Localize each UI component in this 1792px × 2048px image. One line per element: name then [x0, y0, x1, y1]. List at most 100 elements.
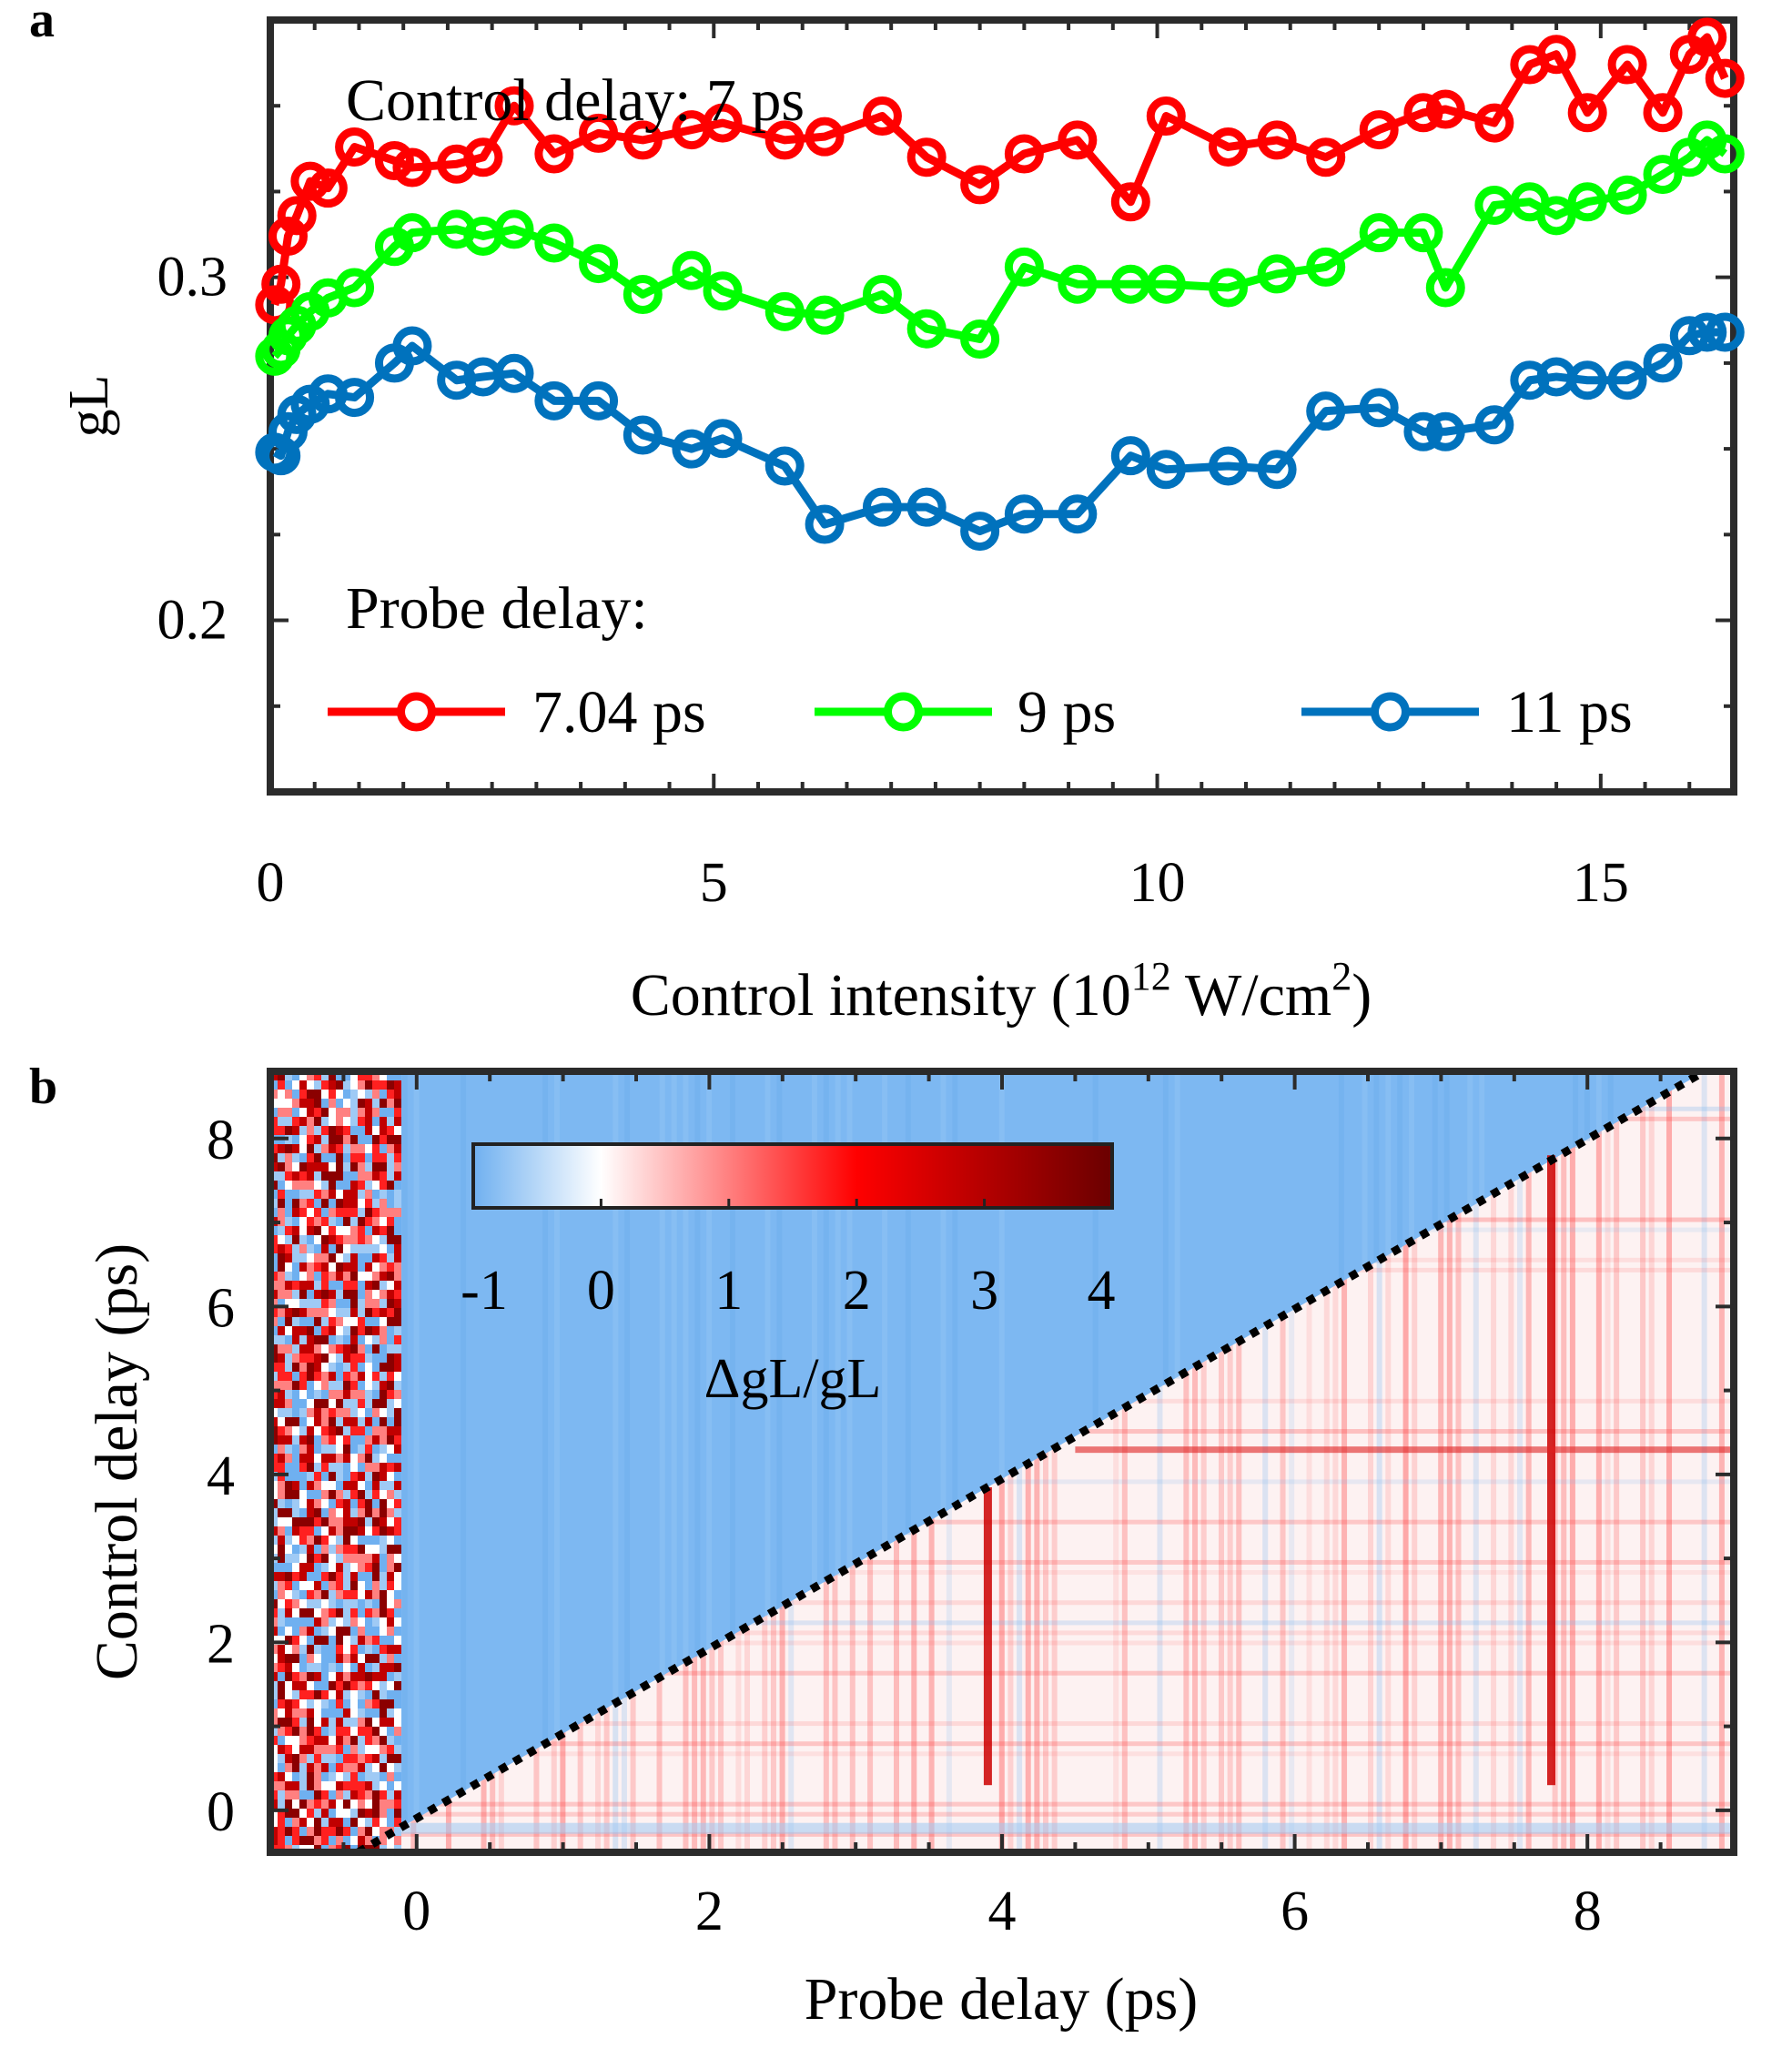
noise-cell: [372, 1754, 380, 1763]
data-point: [862, 275, 902, 315]
noise-cell: [285, 1690, 292, 1699]
noise-cell: [299, 1718, 307, 1727]
noise-cell: [314, 1144, 321, 1153]
noise-cell: [336, 1399, 343, 1408]
noise-cell: [336, 1772, 343, 1781]
noise-cell: [336, 1590, 343, 1599]
noise-cell: [329, 1809, 336, 1818]
noise-cell: [321, 1745, 329, 1754]
noise-cell: [343, 1171, 350, 1181]
data-point: [1705, 134, 1745, 174]
noise-cell: [394, 1135, 401, 1144]
noise-cell: [329, 1272, 336, 1281]
noise-cell: [387, 1517, 394, 1526]
noise-cell: [365, 1399, 372, 1408]
noise-cell: [365, 1690, 372, 1699]
data-point: [335, 378, 375, 418]
noise-cell: [394, 1599, 401, 1608]
noise-cell: [394, 1181, 401, 1190]
noise-cell: [350, 1417, 358, 1426]
noise-cell: [285, 1645, 292, 1654]
colorbar-tick-label: 4: [1088, 1260, 1116, 1322]
colorbar-tick-label: -1: [461, 1260, 508, 1322]
noise-cell: [387, 1563, 394, 1572]
heatmap-horizontal-streak-blue: [270, 1620, 1734, 1626]
x-axis-title-unit: (10: [1051, 962, 1131, 1029]
noise-cell: [299, 1499, 307, 1508]
noise-cell: [292, 1617, 299, 1627]
data-point: [1474, 186, 1514, 226]
noise-cell: [314, 1190, 321, 1199]
noise-cell: [365, 1754, 372, 1763]
noise-cell: [387, 1499, 394, 1508]
noise-cell: [314, 1090, 321, 1099]
noise-cell: [394, 1108, 401, 1117]
noise-cell: [372, 1281, 380, 1290]
noise-cell: [380, 1800, 387, 1809]
noise-cell: [343, 1335, 350, 1344]
noise-cell: [299, 1372, 307, 1381]
noise-cell: [321, 1299, 329, 1308]
noise-cell: [321, 1617, 329, 1627]
noise-cell: [321, 1126, 329, 1135]
noise-cell: [365, 1208, 372, 1217]
noise-cell: [307, 1499, 314, 1508]
data-point: [494, 86, 534, 126]
heatmap-vertical-streak: [1438, 1071, 1444, 1852]
noise-cell: [358, 1681, 365, 1690]
noise-cell: [387, 1153, 394, 1162]
noise-cell: [278, 1554, 285, 1563]
noise-cell: [329, 1299, 336, 1308]
noise-cell: [365, 1790, 372, 1800]
heatmap-upper-streak: [1092, 1071, 1098, 1426]
noise-cell: [292, 1790, 299, 1800]
noise-cell: [387, 1736, 394, 1745]
noise-cell: [292, 1126, 299, 1135]
noise-cell: [292, 1080, 299, 1090]
noise-cell: [372, 1208, 380, 1217]
noise-cell: [387, 1645, 394, 1654]
noise-cell: [292, 1071, 299, 1080]
noise-cell: [336, 1672, 343, 1681]
data-point: [1058, 264, 1098, 304]
noise-cell: [285, 1435, 292, 1445]
heatmap-vertical-streak: [1332, 1071, 1339, 1852]
noise-cell: [380, 1435, 387, 1445]
noise-cell: [292, 1290, 299, 1299]
noise-cell: [307, 1390, 314, 1399]
heatmap-upper-streak: [1573, 1071, 1579, 1148]
noise-cell: [329, 1090, 336, 1099]
noise-cell: [285, 1517, 292, 1526]
heatmap-upper-streak: [683, 1071, 689, 1664]
noise-cell: [314, 1363, 321, 1372]
noise-cell: [292, 1490, 299, 1499]
noise-cell: [314, 1499, 321, 1508]
data-point: [268, 216, 308, 256]
noise-cell: [299, 1763, 307, 1772]
noise-cell: [292, 1708, 299, 1718]
noise-cell: [299, 1445, 307, 1454]
noise-cell: [358, 1308, 365, 1317]
noise-cell: [358, 1545, 365, 1554]
noise-cell: [350, 1290, 358, 1299]
heatmap-upper-streak: [823, 1071, 829, 1583]
noise-cell: [336, 1244, 343, 1253]
noise-cell: [292, 1171, 299, 1181]
noise-cell: [365, 1581, 372, 1590]
noise-cell: [394, 1617, 401, 1627]
noise-cell: [372, 1262, 380, 1272]
noise-cell: [278, 1781, 285, 1790]
noise-cell: [307, 1772, 314, 1781]
noise-cell: [314, 1727, 321, 1736]
noise-cell: [278, 1299, 285, 1308]
noise-cell: [350, 1627, 358, 1636]
noise-cell: [365, 1171, 372, 1181]
noise-cell: [387, 1572, 394, 1581]
noise-cell: [343, 1463, 350, 1472]
noise-cell: [285, 1417, 292, 1426]
noise-cell: [343, 1727, 350, 1736]
noise-cell: [387, 1718, 394, 1727]
noise-cell: [336, 1199, 343, 1208]
noise-cell: [285, 1754, 292, 1763]
noise-cell: [365, 1836, 372, 1845]
